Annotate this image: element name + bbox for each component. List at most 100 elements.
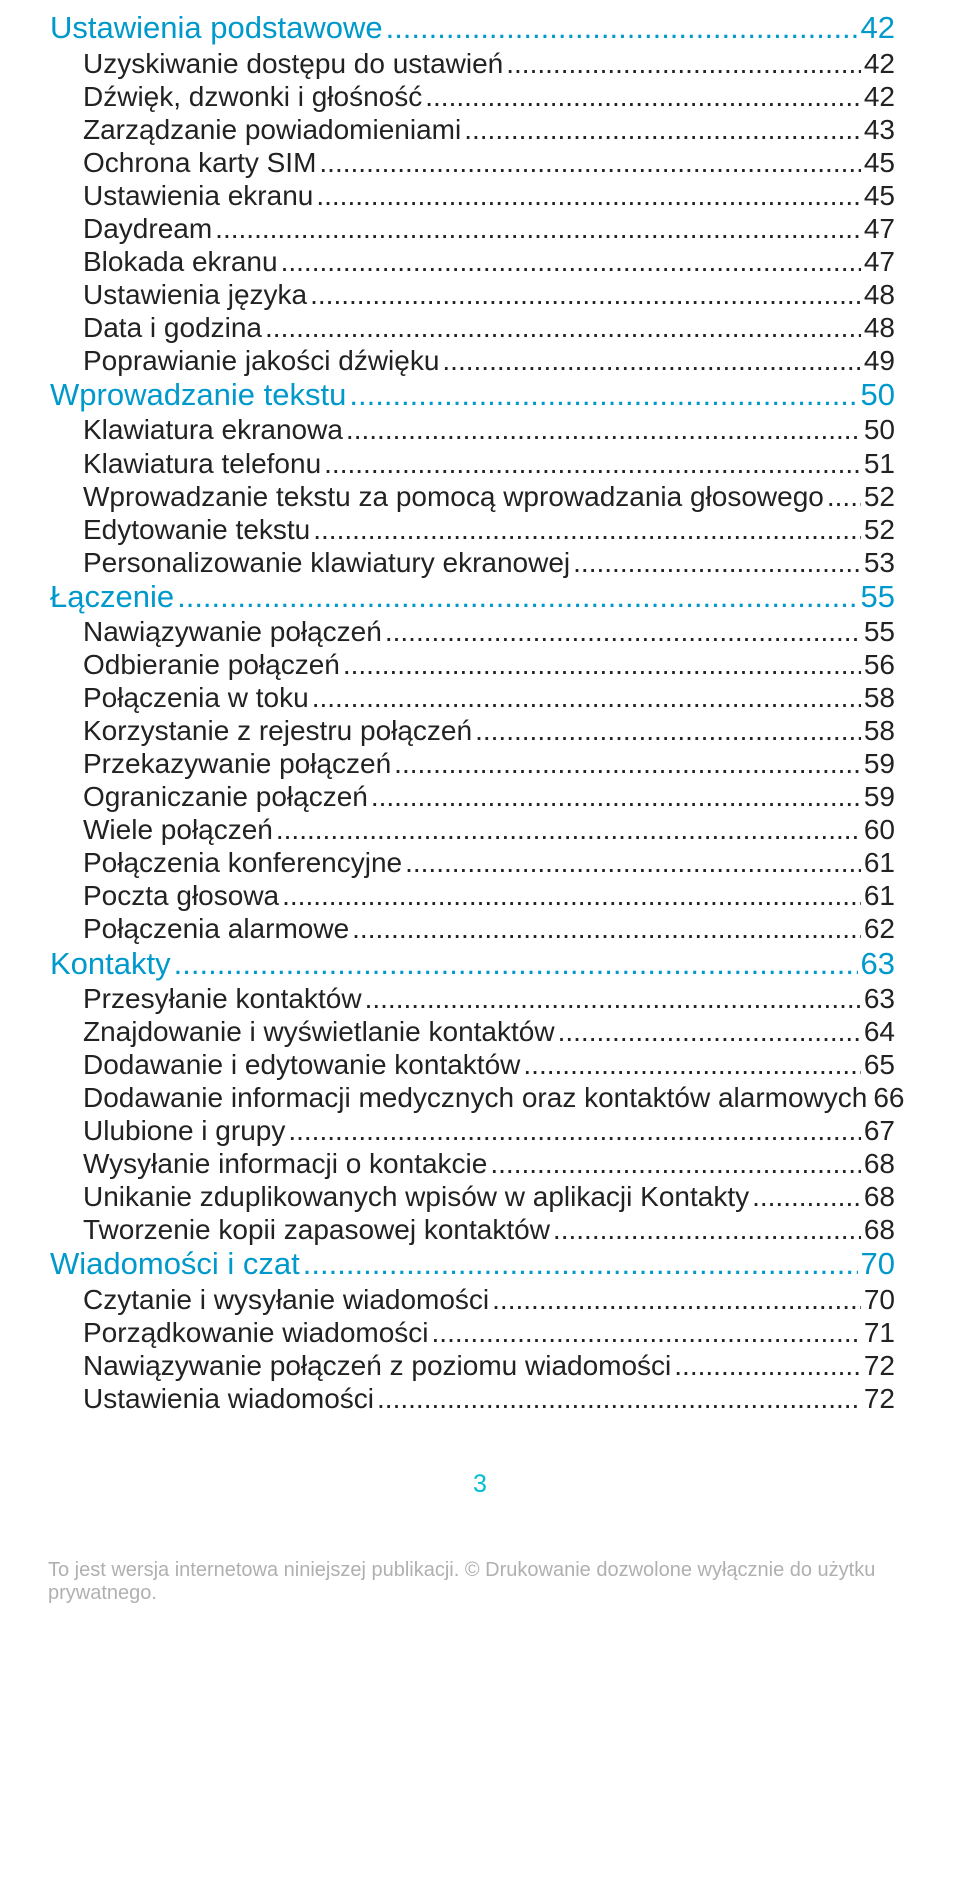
- toc-leader: ........................................…: [371, 780, 861, 813]
- footer-disclaimer: To jest wersja internetowa niniejszej pu…: [0, 1559, 960, 1625]
- toc-page: 65: [864, 1048, 895, 1081]
- toc-entry-row[interactable]: Ustawienia ekranu.......................…: [50, 179, 895, 212]
- toc-leader: ........................................…: [394, 747, 861, 780]
- toc-page: 45: [864, 146, 895, 179]
- toc-page: 59: [864, 747, 895, 780]
- toc-entry-row[interactable]: Znajdowanie i wyświetlanie kontaktów....…: [50, 1015, 895, 1048]
- toc-page: 42: [864, 47, 895, 80]
- toc-leader: ........................................…: [385, 615, 861, 648]
- toc-leader: ........................................…: [377, 1382, 861, 1415]
- toc-entry-row[interactable]: Przesyłanie kontaktów...................…: [50, 982, 895, 1015]
- toc-entry-row[interactable]: Odbieranie połączeń.....................…: [50, 648, 895, 681]
- toc-page: 64: [864, 1015, 895, 1048]
- toc-label: Czytanie i wysyłanie wiadomości: [83, 1283, 489, 1316]
- toc-page: 70: [864, 1283, 895, 1316]
- toc-leader: ........................................…: [303, 1246, 858, 1283]
- toc-page: 50: [861, 377, 895, 414]
- toc-label: Data i godzina: [83, 311, 262, 344]
- toc-label: Edytowanie tekstu: [83, 513, 310, 546]
- page-number: 3: [0, 1470, 960, 1499]
- toc-entry-row[interactable]: Przekazywanie połączeń..................…: [50, 747, 895, 780]
- toc-page: 53: [864, 546, 895, 579]
- toc-entry-row[interactable]: Blokada ekranu..........................…: [50, 245, 895, 278]
- toc-entry-row[interactable]: Porządkowanie wiadomości................…: [50, 1316, 895, 1349]
- toc-entry-row[interactable]: Czytanie i wysyłanie wiadomości.........…: [50, 1283, 895, 1316]
- toc-entry-row[interactable]: Klawiatura telefonu.....................…: [50, 447, 895, 480]
- toc-entry-row[interactable]: Dźwięk, dzwonki i głośność..............…: [50, 80, 895, 113]
- toc-entry-row[interactable]: Poczta głosowa..........................…: [50, 879, 895, 912]
- toc-page: 48: [864, 311, 895, 344]
- toc-entry-row[interactable]: Nawiązywanie połączeń z poziomu wiadomoś…: [50, 1349, 895, 1382]
- toc-heading-row[interactable]: Łączenie................................…: [50, 579, 895, 616]
- toc-page: 68: [864, 1213, 895, 1246]
- toc-label: Ograniczanie połączeń: [83, 780, 368, 813]
- toc-leader: ........................................…: [265, 311, 861, 344]
- toc-entry-row[interactable]: Ustawienia języka.......................…: [50, 278, 895, 311]
- toc-heading-row[interactable]: Ustawienia podstawowe...................…: [50, 10, 895, 47]
- toc-page: 47: [864, 245, 895, 278]
- toc-entry-row[interactable]: Połączenia w toku.......................…: [50, 681, 895, 714]
- toc-entry-row[interactable]: Klawiatura ekranowa.....................…: [50, 413, 895, 446]
- toc-entry-row[interactable]: Tworzenie kopii zapasowej kontaktów.....…: [50, 1213, 895, 1246]
- toc-entry-row[interactable]: Ograniczanie połączeń...................…: [50, 780, 895, 813]
- toc-entry-row[interactable]: Dodawanie i edytowanie kontaktów........…: [50, 1048, 895, 1081]
- toc-entry-row[interactable]: Daydream................................…: [50, 212, 895, 245]
- toc-entry-row[interactable]: Ochrona karty SIM.......................…: [50, 146, 895, 179]
- toc-label: Wiele połączeń: [83, 813, 273, 846]
- toc-leader: ........................................…: [324, 447, 861, 480]
- toc-page: 72: [864, 1382, 895, 1415]
- toc-entry-row[interactable]: Nawiązywanie połączeń...................…: [50, 615, 895, 648]
- toc-entry-row[interactable]: Wiele połączeń..........................…: [50, 813, 895, 846]
- toc-label: Ustawienia wiadomości: [83, 1382, 374, 1415]
- toc-page: 61: [864, 846, 895, 879]
- toc-entry-row[interactable]: Połączenia konferencyjne................…: [50, 846, 895, 879]
- toc-label: Poprawianie jakości dźwięku: [83, 344, 439, 377]
- toc-entry-row[interactable]: Wprowadzanie tekstu za pomocą wprowadzan…: [50, 480, 895, 513]
- toc-leader: ........................................…: [425, 80, 861, 113]
- toc-page: 63: [861, 946, 895, 983]
- toc-entry-row[interactable]: Edytowanie tekstu.......................…: [50, 513, 895, 546]
- toc-leader: ........................................…: [282, 879, 861, 912]
- toc-label: Kontakty: [50, 946, 171, 983]
- toc-label: Klawiatura telefonu: [83, 447, 321, 480]
- toc-label: Zarządzanie powiadomieniami: [83, 113, 461, 146]
- toc-page: 47: [864, 212, 895, 245]
- toc-label: Nawiązywanie połączeń z poziomu wiadomoś…: [83, 1349, 671, 1382]
- toc-entry-row[interactable]: Poprawianie jakości dźwięku.............…: [50, 344, 895, 377]
- toc-entry-row[interactable]: Wysyłanie informacji o kontakcie........…: [50, 1147, 895, 1180]
- toc-leader: ........................................…: [288, 1114, 861, 1147]
- toc-label: Uzyskiwanie dostępu do ustawień: [83, 47, 503, 80]
- toc-entry-row[interactable]: Korzystanie z rejestru połączeń.........…: [50, 714, 895, 747]
- toc-leader: ........................................…: [506, 47, 861, 80]
- toc-entry-row[interactable]: Zarządzanie powiadomieniami.............…: [50, 113, 895, 146]
- toc-page: 58: [864, 714, 895, 747]
- toc-entry-row[interactable]: Ustawienia wiadomości...................…: [50, 1382, 895, 1415]
- toc-label: Wysyłanie informacji o kontakcie: [83, 1147, 487, 1180]
- toc-page: 55: [864, 615, 895, 648]
- toc-entry-row[interactable]: Unikanie zduplikowanych wpisów w aplikac…: [50, 1180, 895, 1213]
- toc-entry-row[interactable]: Dodawanie informacji medycznych oraz kon…: [50, 1081, 895, 1114]
- toc-label: Wprowadzanie tekstu za pomocą wprowadzan…: [83, 480, 824, 513]
- toc-entry-row[interactable]: Data i godzina..........................…: [50, 311, 895, 344]
- toc-leader: ........................................…: [553, 1213, 861, 1246]
- toc-label: Przekazywanie połączeń: [83, 747, 391, 780]
- toc-heading-row[interactable]: Wprowadzanie tekstu.....................…: [50, 377, 895, 414]
- toc-heading-row[interactable]: Kontakty................................…: [50, 946, 895, 983]
- toc-page: 67: [864, 1114, 895, 1147]
- toc-leader: ........................................…: [442, 344, 860, 377]
- toc-page: 49: [864, 344, 895, 377]
- toc-entry-row[interactable]: Ulubione i grupy........................…: [50, 1114, 895, 1147]
- toc-page: 56: [864, 648, 895, 681]
- toc-entry-row[interactable]: Uzyskiwanie dostępu do ustawień.........…: [50, 47, 895, 80]
- toc-page: 72: [864, 1349, 895, 1382]
- toc-label: Nawiązywanie połączeń: [83, 615, 382, 648]
- toc-entry-row[interactable]: Personalizowanie klawiatury ekranowej...…: [50, 546, 895, 579]
- toc-label: Ochrona karty SIM: [83, 146, 316, 179]
- toc-entry-row[interactable]: Połączenia alarmowe.....................…: [50, 912, 895, 945]
- toc-heading-row[interactable]: Wiadomości i czat.......................…: [50, 1246, 895, 1283]
- toc-page: 58: [864, 681, 895, 714]
- toc-label: Wiadomości i czat: [50, 1246, 300, 1283]
- toc-container: Ustawienia podstawowe...................…: [0, 0, 960, 1415]
- toc-label: Łączenie: [50, 579, 174, 616]
- toc-label: Korzystanie z rejestru połączeń: [83, 714, 472, 747]
